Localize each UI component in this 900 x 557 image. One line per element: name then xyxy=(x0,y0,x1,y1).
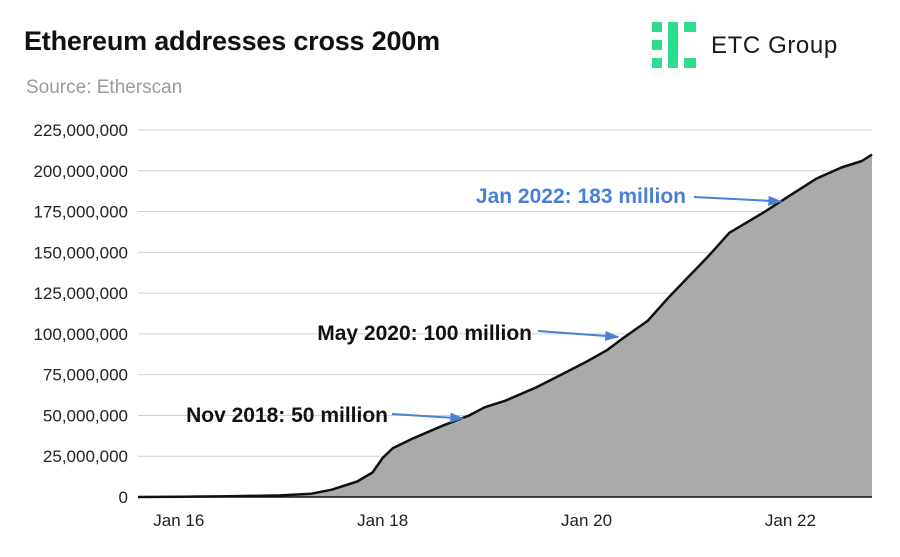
etc-group-logo-icon xyxy=(652,22,696,68)
etc-group-logo: ETC Group xyxy=(652,22,892,72)
annotation-arrow xyxy=(391,412,465,423)
y-tick-label: 125,000,000 xyxy=(33,284,128,303)
logo-mark-bar xyxy=(652,58,662,68)
y-tick-label: 225,000,000 xyxy=(33,121,128,140)
series-area xyxy=(138,154,872,497)
logo-mark-bar xyxy=(684,22,696,32)
y-tick-label: 100,000,000 xyxy=(33,325,128,344)
x-tick-label: Jan 22 xyxy=(765,511,816,530)
annotations: Nov 2018: 50 million May 2020: 100 millio… xyxy=(186,185,783,427)
x-tick-label: Jan 16 xyxy=(153,511,204,530)
logo-mark-bar xyxy=(652,22,662,32)
series-line xyxy=(137,153,873,499)
annotation-arrow xyxy=(693,195,783,206)
y-tick-label: 0 xyxy=(119,488,128,507)
y-tick-label: 175,000,000 xyxy=(33,203,128,222)
x-tick-label: Jan 18 xyxy=(357,511,408,530)
y-tick-label: 25,000,000 xyxy=(43,447,128,466)
annotation-label: May 2020: 100 million xyxy=(317,322,532,345)
annotation-arrow xyxy=(537,330,620,341)
annotation-label: Jan 2022: 183 million xyxy=(476,185,686,208)
logo-mark-bar xyxy=(684,58,696,68)
y-tick-label: 200,000,000 xyxy=(33,162,128,181)
logo-mark-bar xyxy=(668,22,678,68)
chart-title: Ethereum addresses cross 200m xyxy=(24,26,440,56)
y-tick-label: 150,000,000 xyxy=(33,243,128,262)
logo-mark-bar xyxy=(652,40,662,50)
x-axis-ticks: Jan 16 Jan 18 Jan 20 Jan 22 xyxy=(153,511,816,530)
x-tick-label: Jan 20 xyxy=(561,511,612,530)
y-tick-label: 50,000,000 xyxy=(43,406,128,425)
y-axis-ticks: 0 25,000,000 50,000,000 75,000,000 100,000,0… xyxy=(33,121,128,507)
y-tick-label: 75,000,000 xyxy=(43,366,128,385)
annotation-label: Nov 2018: 50 million xyxy=(186,404,388,427)
chart-source: Source: Etherscan xyxy=(26,77,183,98)
logo-text: ETC Group xyxy=(711,32,838,59)
